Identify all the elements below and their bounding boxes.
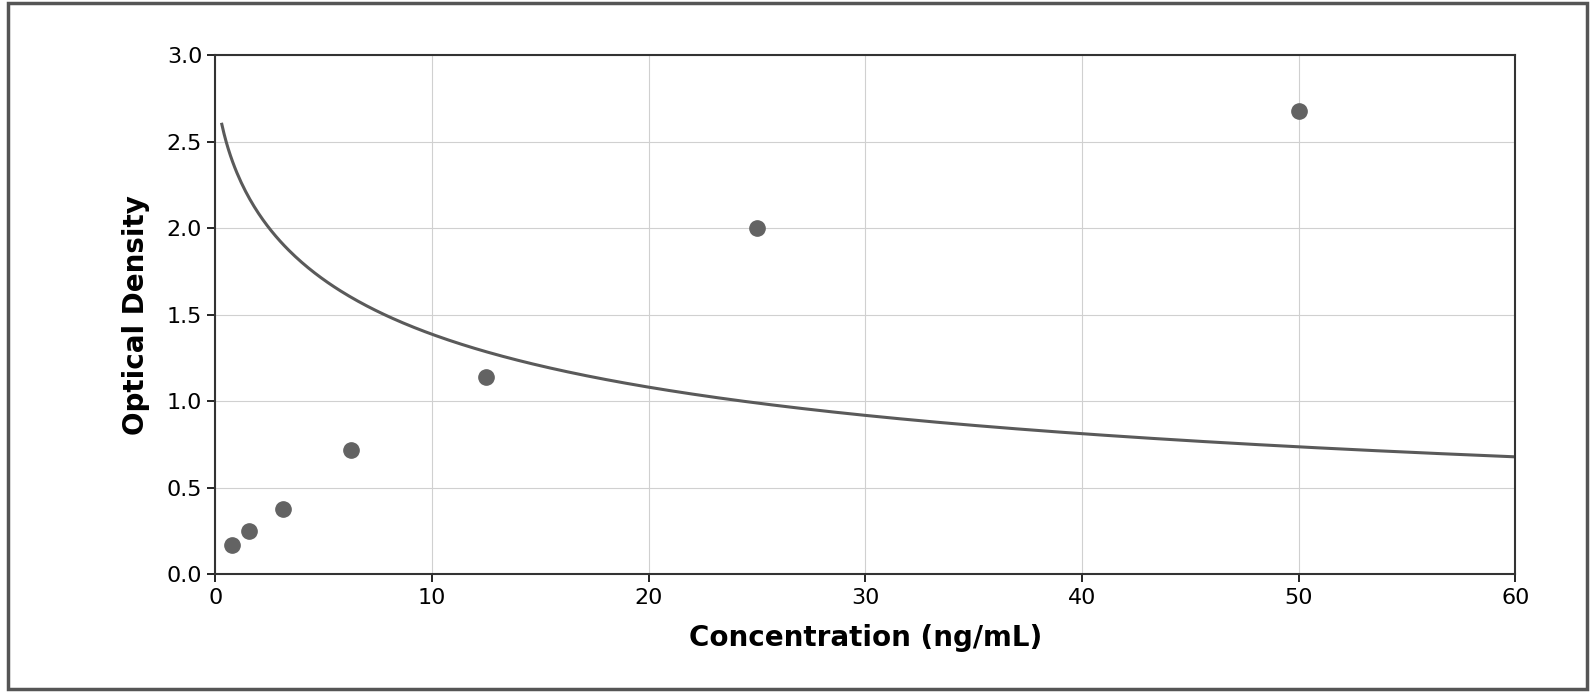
Point <box>220 540 246 551</box>
Point <box>271 503 297 514</box>
Point <box>745 223 770 234</box>
Point <box>338 444 364 455</box>
Point <box>474 372 499 383</box>
Point <box>1286 105 1311 116</box>
Y-axis label: Optical Density: Optical Density <box>121 195 150 435</box>
Point <box>236 526 262 537</box>
X-axis label: Concentration (ng/mL): Concentration (ng/mL) <box>689 624 1042 653</box>
